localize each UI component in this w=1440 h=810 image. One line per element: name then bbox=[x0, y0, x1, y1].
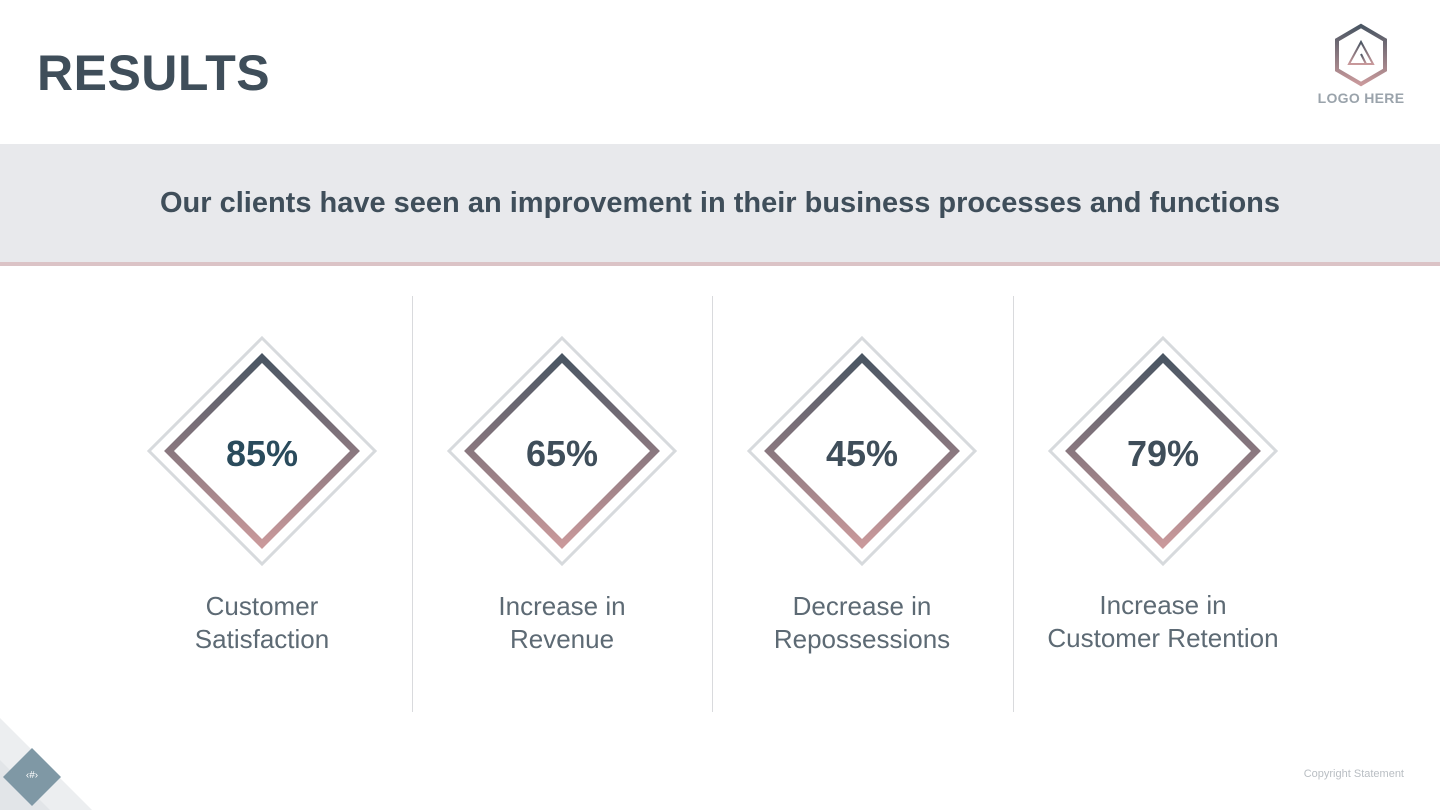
band-underline bbox=[0, 262, 1440, 266]
slide-title: RESULTS bbox=[37, 45, 271, 101]
logo-icon bbox=[1335, 23, 1387, 87]
stat-value: 45% bbox=[825, 433, 899, 474]
column-divider bbox=[1013, 296, 1014, 712]
copyright-statement: Copyright Statement bbox=[1303, 768, 1404, 780]
stat-label: Increase in Revenue bbox=[498, 591, 626, 654]
diamond-frame bbox=[747, 336, 977, 566]
stat-label: Increase in Customer Retention bbox=[1047, 590, 1279, 653]
diamond-frame bbox=[147, 336, 377, 566]
column-divider bbox=[712, 296, 713, 712]
stat-repossessions: 45% Decrease in Repossessions bbox=[712, 336, 1012, 666]
stat-value: 85% bbox=[225, 433, 299, 474]
diamond-frame bbox=[1048, 336, 1278, 566]
page-number: ‹#› bbox=[25, 770, 39, 781]
logo: LOGO HERE bbox=[1310, 22, 1412, 108]
stat-label: Customer Satisfaction bbox=[194, 591, 330, 654]
diamond-frame bbox=[447, 336, 677, 566]
corner-decoration bbox=[0, 718, 92, 810]
subtitle-band bbox=[0, 144, 1440, 262]
stat-value: 65% bbox=[525, 433, 599, 474]
stat-revenue: 65% Increase in Revenue bbox=[412, 336, 712, 666]
stat-label: Decrease in Repossessions bbox=[773, 591, 951, 654]
stat-customer-retention: 79% Increase in Customer Retention bbox=[1013, 336, 1313, 666]
stat-value: 79% bbox=[1126, 433, 1200, 474]
logo-text: LOGO HERE bbox=[1317, 90, 1405, 106]
column-divider bbox=[412, 296, 413, 712]
stat-customer-satisfaction: 85% Customer Satisfaction bbox=[112, 336, 412, 666]
slide-subtitle: Our clients have seen an improvement in … bbox=[159, 187, 1281, 219]
